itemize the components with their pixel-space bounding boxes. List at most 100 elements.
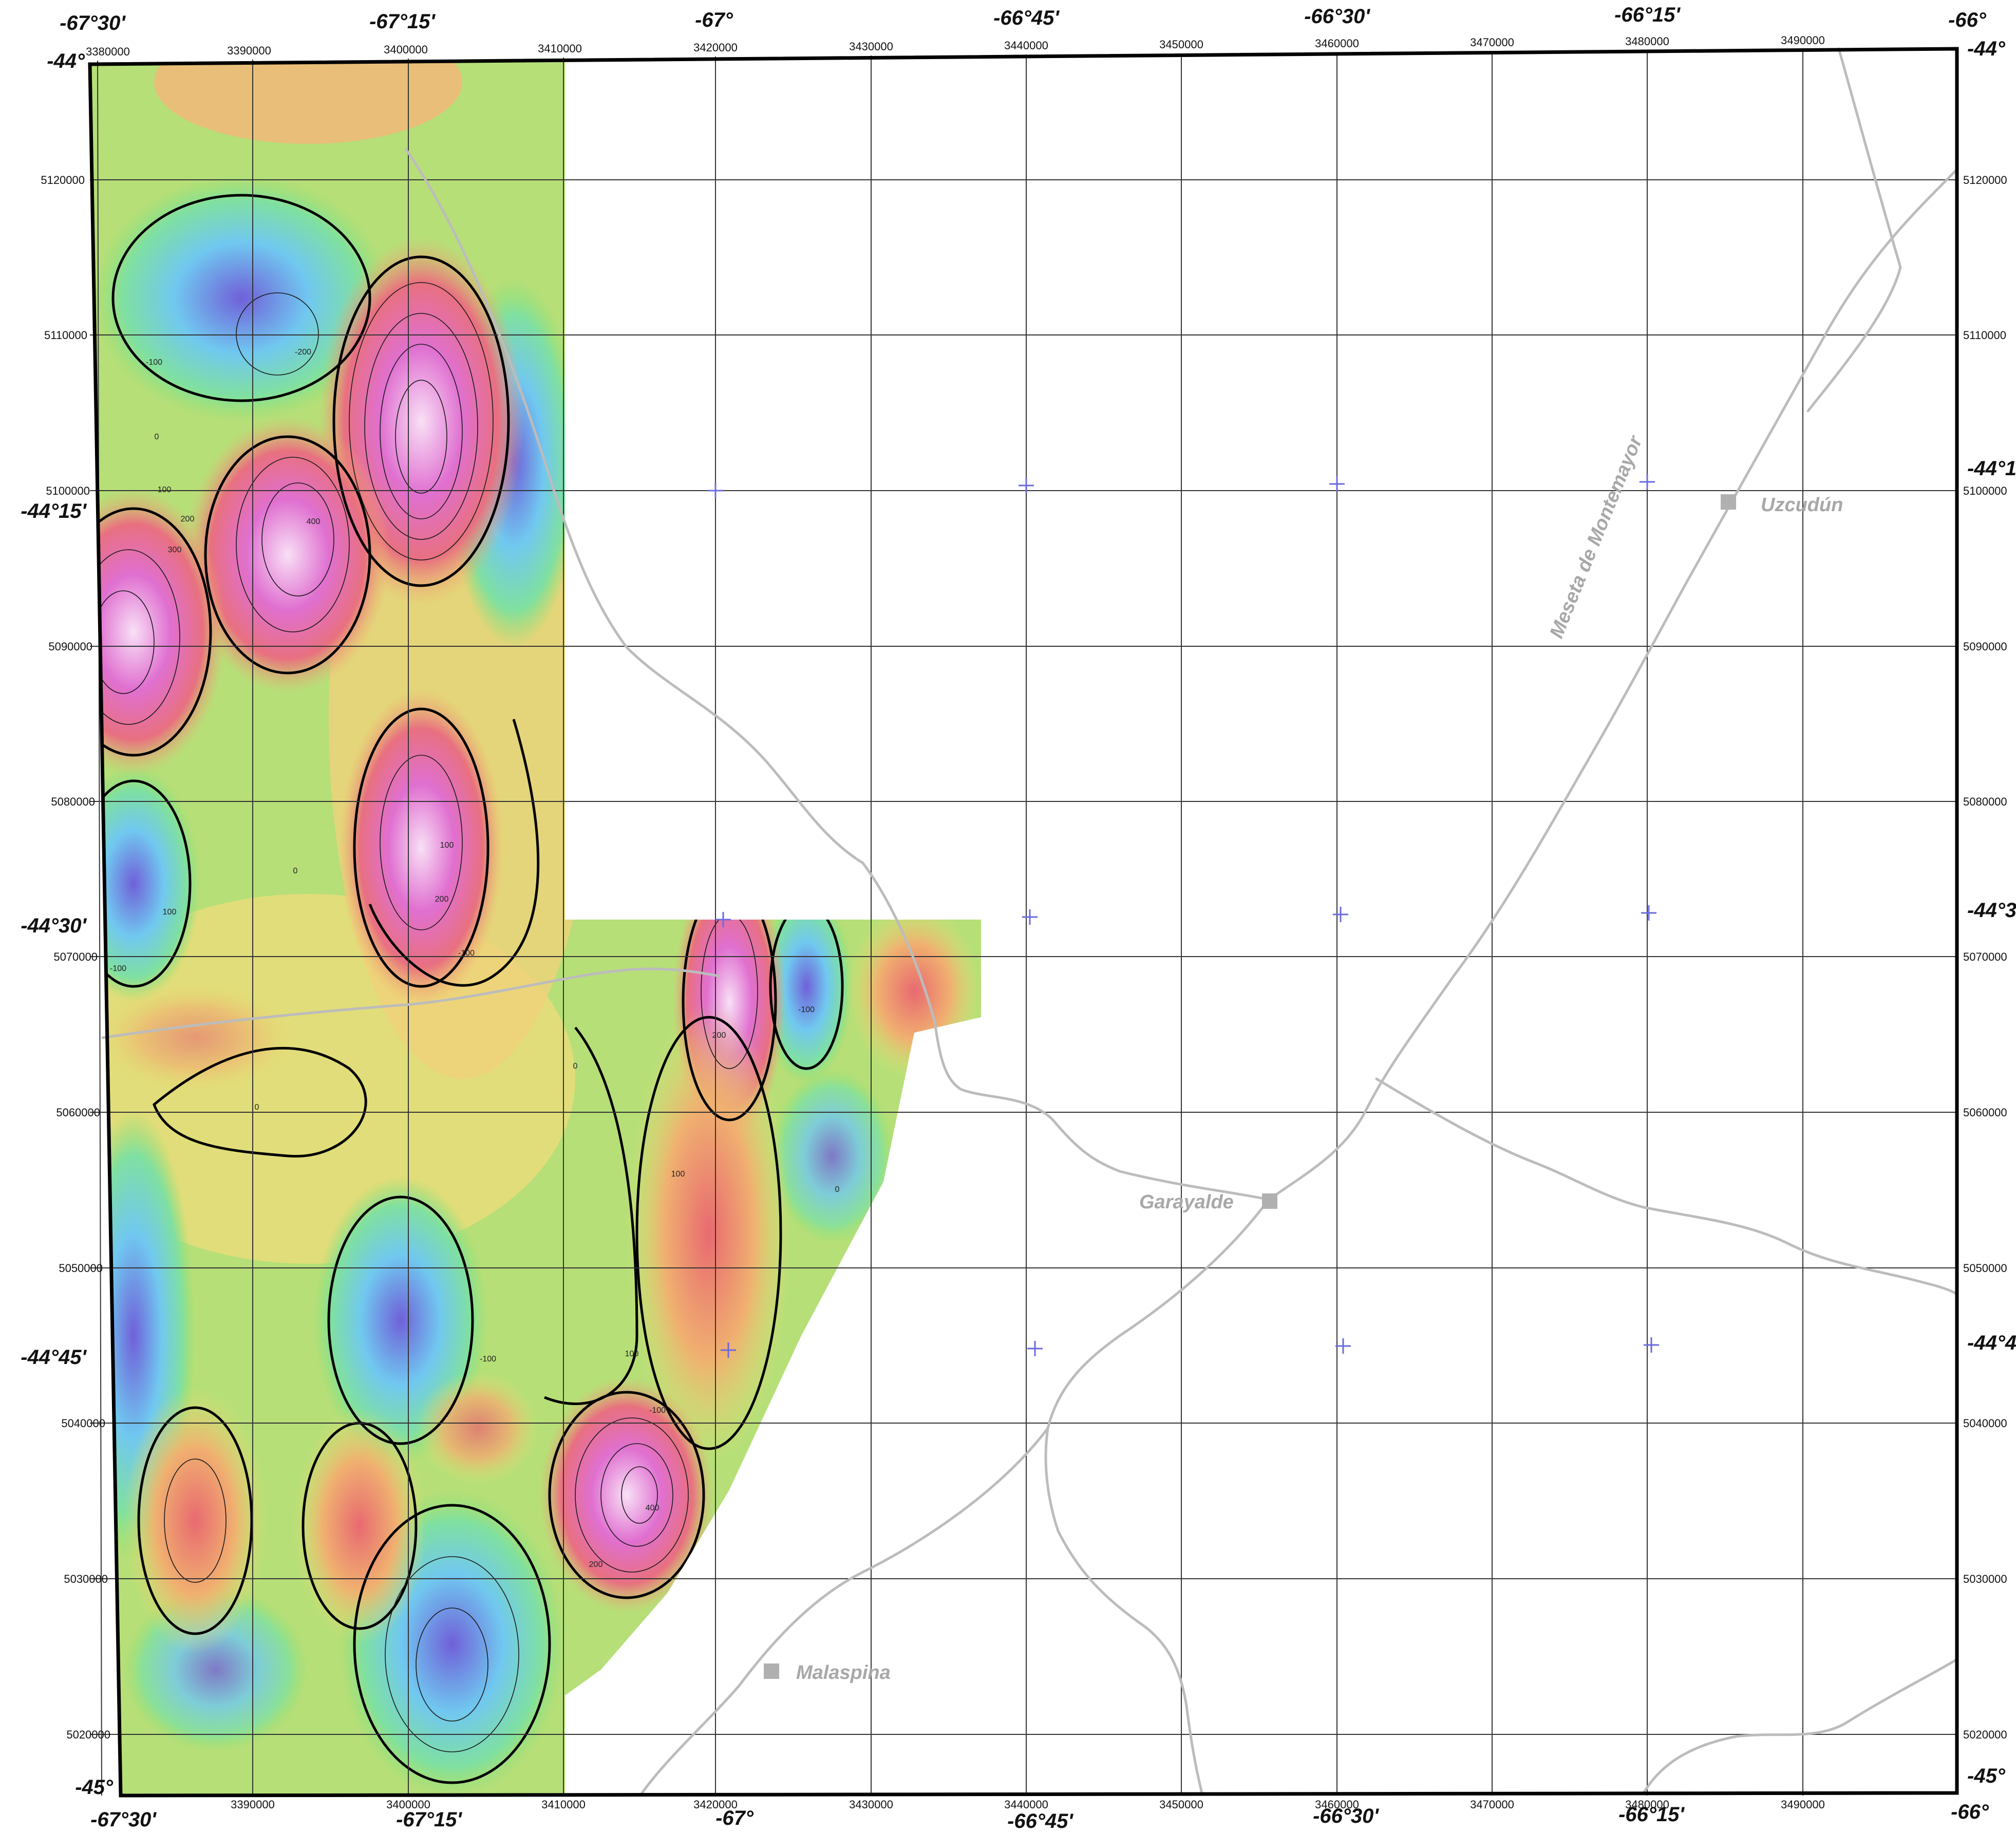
contour-value-label: 200: [435, 895, 449, 904]
contour-value-label: -100: [480, 1355, 496, 1363]
contour-value-label: 100: [440, 841, 454, 850]
bottom-easting-label: 3460000: [1315, 1798, 1359, 1811]
right-latitude-label: -44°1: [1967, 457, 2016, 480]
top-easting-label: 3430000: [849, 40, 893, 53]
map-frame: [88, 47, 1959, 1798]
bottom-easting-label: 3480000: [1625, 1798, 1669, 1811]
left-latitude-label: -45°: [75, 1776, 114, 1799]
contour-value-label: 100: [163, 908, 177, 917]
bottom-easting-label: 3450000: [1159, 1798, 1203, 1811]
garayalde-marker: [1262, 1193, 1277, 1209]
contour-high-n-center-1: [349, 282, 494, 560]
left-northing-label: 5090000: [48, 640, 92, 653]
anomaly-field: [90, 61, 981, 1796]
contour-high-se: [548, 1391, 705, 1599]
top-easting-label: 3490000: [1781, 34, 1825, 47]
road-north-east: [1806, 47, 1902, 413]
top-longitude-labels: -67°30' -67°15' -67° -66°45' -66°30' -66°15' -…: [60, 4, 1987, 34]
cross-marker: [1019, 478, 1034, 493]
high-s-center: [293, 1408, 426, 1644]
right-northing-label: 5090000: [1963, 640, 2007, 653]
cross-marker: [1335, 1338, 1351, 1354]
left-northing-label: 5070000: [53, 950, 98, 963]
right-northing-label: 5080000: [1963, 795, 2007, 808]
contour-value-label: -100: [649, 1406, 666, 1415]
bottom-easting-label: 3420000: [693, 1798, 738, 1811]
low-nw: [92, 175, 390, 421]
road-garayalde-south: [1044, 1198, 1270, 1794]
top-easting-label: 3440000: [1004, 39, 1048, 52]
right-northing-label: 5050000: [1963, 1262, 2007, 1275]
contour-value-label: 200: [181, 515, 195, 524]
contour-high-sw: [137, 1406, 253, 1635]
road-garayalde-east: [1375, 1077, 1958, 1296]
contour-zero-south: [544, 1026, 638, 1406]
top-longitude-label: -67°15': [369, 10, 436, 33]
bottom-easting-label: 3430000: [849, 1798, 893, 1811]
bottom-longitude-label: -66°15': [1618, 1803, 1685, 1826]
contour-value-label: -100: [458, 949, 475, 958]
bottom-longitude-label: -67°15': [396, 1808, 462, 1831]
right-northing-label: 5060000: [1963, 1106, 2007, 1119]
contour-high-nw-ridge: [204, 435, 371, 675]
contour-high-w: [90, 507, 212, 757]
cross-marker: [721, 1342, 736, 1358]
high-center: [339, 688, 503, 1007]
bottom-easting-label: 3440000: [1004, 1798, 1048, 1811]
contour-high-center-1: [380, 755, 463, 930]
top-longitude-label: -66°30': [1304, 5, 1370, 28]
high-w: [90, 488, 226, 776]
top-easting-label: 3390000: [227, 44, 271, 57]
left-northing-label: 5050000: [59, 1262, 103, 1275]
contour-value-label: 200: [589, 1560, 603, 1569]
contour-high-nw-ridge-2: [261, 482, 334, 596]
right-northing-label: 5110000: [1963, 329, 2006, 342]
bottom-easting-label: 3490000: [1781, 1798, 1825, 1811]
left-latitude-label: -44°30': [21, 914, 87, 937]
left-latitude-label: -44°: [47, 50, 85, 72]
right-northing-label: 5120000: [1963, 174, 2007, 186]
contour-high-east-ridge: [635, 1016, 782, 1450]
contour-value-label: -100: [798, 1005, 815, 1014]
contour-high-sw-1: [164, 1459, 227, 1583]
top-longitude-label: -66°15': [1614, 4, 1681, 26]
bottom-easting-labels: 3390000 3400000 3410000 3420000 3430000 34400…: [231, 1798, 1825, 1811]
contour-value-label: 0: [255, 1103, 259, 1112]
top-longitude-label: -66°: [1948, 9, 1987, 31]
top-easting-label: 3460000: [1315, 37, 1359, 50]
contour-value-label: 100: [158, 485, 172, 494]
top-easting-label: 3480000: [1625, 35, 1669, 48]
right-northing-label: 5070000: [1963, 950, 2007, 963]
left-latitude-label: -44°45': [21, 1346, 87, 1369]
contour-value-label: 400: [646, 1504, 660, 1512]
cross-marker: [1644, 1337, 1659, 1353]
contour-high-n-center-4: [395, 380, 447, 494]
road-garayalde-sw: [640, 1427, 1049, 1794]
left-northing-label: 5080000: [51, 795, 95, 808]
high-sc: [416, 1372, 539, 1485]
contour-value-label: 0: [155, 433, 159, 441]
contour-low-nw: [111, 194, 371, 402]
contour-low-south-2: [416, 1607, 488, 1722]
bottom-longitude-label: -66°30': [1313, 1805, 1379, 1827]
road-montemayor: [1267, 168, 1958, 1201]
garayalde-label: Garayalde: [1139, 1191, 1234, 1213]
top-easting-label: 3450000: [1159, 38, 1203, 51]
road-west-east: [101, 967, 721, 1039]
bottom-easting-label: 3390000: [231, 1798, 275, 1811]
road-south-east: [1642, 1658, 1958, 1794]
cross-marker: [1329, 476, 1345, 492]
right-latitude-label: -44°3: [1967, 899, 2016, 922]
cross-marker: [1333, 907, 1348, 922]
left-northing-label: 5100000: [46, 484, 90, 497]
contour-value-label: -200: [295, 348, 311, 357]
high-ne-corner: [847, 904, 981, 1079]
contour-value-label: 0: [293, 867, 298, 875]
cross-marker: [708, 483, 723, 498]
right-northing-label: 5100000: [1963, 484, 2007, 497]
right-northing-label: 5020000: [1963, 1728, 2007, 1741]
contour-value-label: 0: [573, 1062, 578, 1071]
left-northing-label: 5030000: [64, 1573, 108, 1585]
left-latitude-label: -44°15': [21, 500, 87, 522]
